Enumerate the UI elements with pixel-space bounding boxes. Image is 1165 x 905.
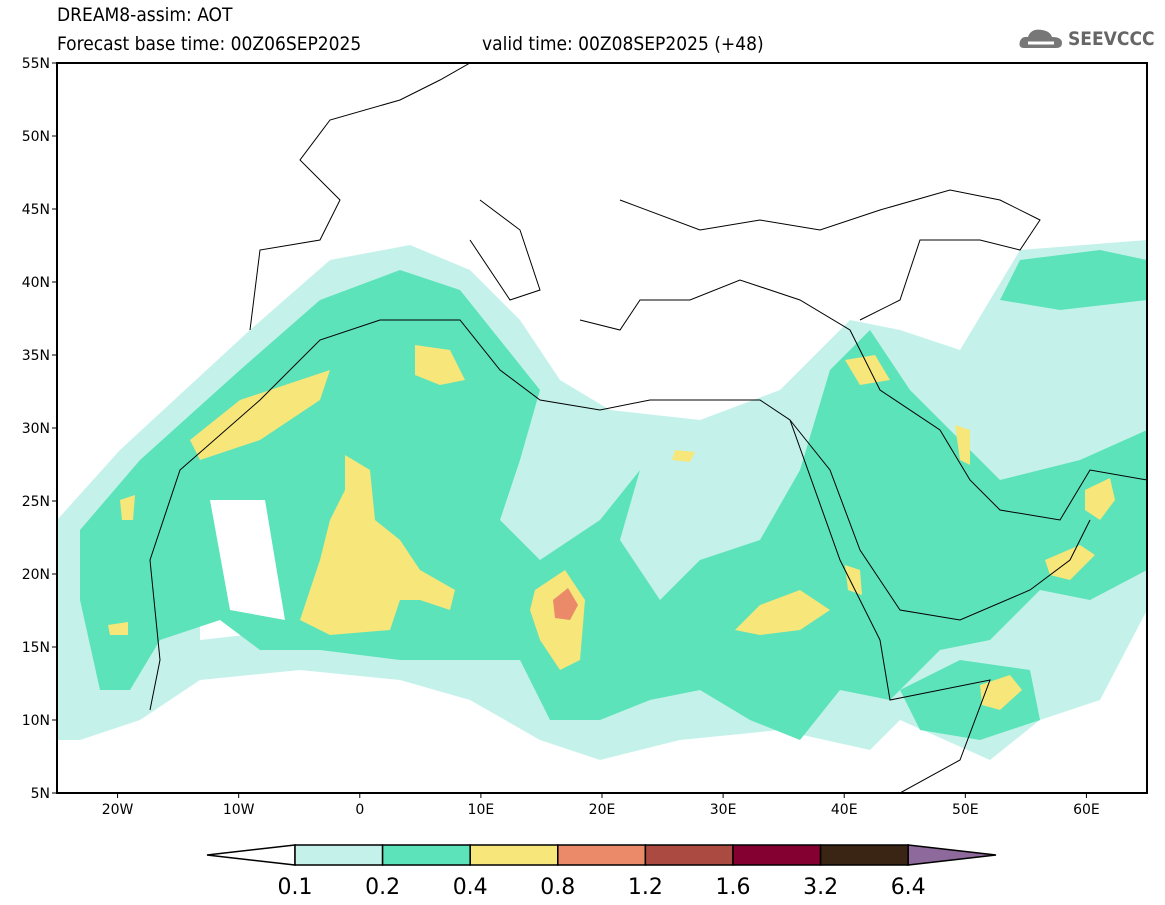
lat-label: 35N (22, 348, 50, 364)
axis-ticks: 55N 50N 45N 40N 35N 30N 25N 20N 15N 10N 5N 20W 10W 0 1… (22, 56, 1100, 818)
lat-label: 55N (22, 56, 50, 72)
colorbar-label: 3.2 (803, 875, 838, 900)
colorbar-over-arrow (907, 844, 997, 866)
lon-label: 0 (355, 802, 364, 818)
lat-label: 25N (22, 494, 50, 510)
aot-contour-0.8 (553, 588, 578, 620)
colorbar-under-arrow (206, 844, 296, 866)
lon-label: 10W (223, 802, 255, 818)
lon-label: 50E (952, 802, 979, 818)
valid-time: valid time: 00Z08SEP2025 (+48) (482, 33, 764, 55)
colorbar-swatch (294, 844, 384, 866)
aot-contour-0.4 (108, 345, 1115, 710)
colorbar-swatch (644, 844, 734, 866)
lat-label: 20N (22, 567, 50, 583)
lat-label: 10N (22, 713, 50, 729)
aot-contour-0.2 (1000, 250, 1147, 310)
forecast-base-time: Forecast base time: 00Z06SEP2025 (57, 33, 362, 55)
colorbar-swatch (557, 844, 647, 866)
lat-label: 50N (22, 129, 50, 145)
lon-label: 20E (589, 802, 616, 818)
colorbar-label: 0.2 (365, 875, 400, 900)
seevccc-logo: SEEVCCC (1018, 26, 1155, 52)
lon-label: 60E (1073, 802, 1100, 818)
lon-label: 30E (710, 802, 737, 818)
colorbar-label: 0.1 (278, 875, 313, 900)
colorbar-swatch (819, 844, 909, 866)
lon-label: 10E (468, 802, 495, 818)
lat-label: 40N (22, 275, 50, 291)
cloud-icon (1019, 29, 1062, 48)
lat-label: 30N (22, 421, 50, 437)
colorbar-swatch (732, 844, 822, 866)
colorbar-label: 1.6 (716, 875, 751, 900)
lat-label: 5N (31, 786, 50, 802)
aot-field (57, 63, 1147, 793)
map-title: DREAM8-assim: AOT (57, 4, 233, 26)
lon-label: 40E (831, 802, 858, 818)
colorbar-label: 0.4 (453, 875, 488, 900)
lat-label: 15N (22, 640, 50, 656)
colorbar-swatch (381, 844, 471, 866)
lat-label: 45N (22, 202, 50, 218)
colorbar-label: 6.4 (891, 875, 926, 900)
colorbar-label: 0.8 (540, 875, 575, 900)
logo-text: SEEVCCC (1068, 28, 1155, 50)
colorbar-swatch (469, 844, 559, 866)
colorbar-label: 1.2 (628, 875, 663, 900)
coastlines (149, 63, 1147, 793)
lon-label: 20W (102, 802, 134, 818)
